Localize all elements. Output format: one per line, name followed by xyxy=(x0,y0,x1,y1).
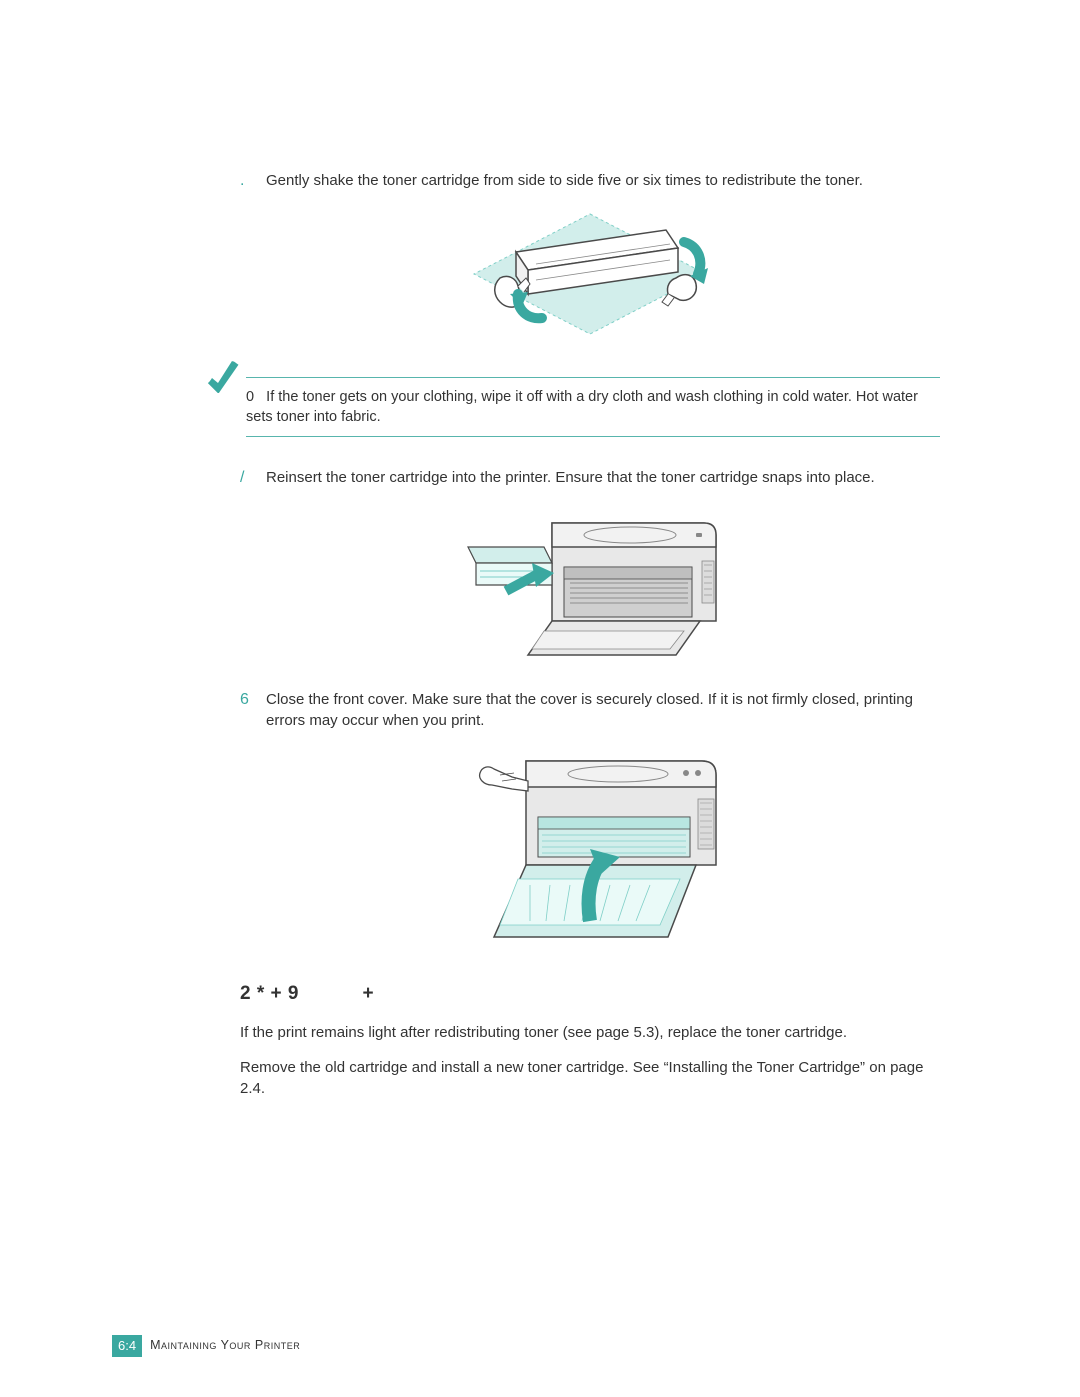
footer-title: Maintaining Your Printer xyxy=(150,1337,300,1355)
body-paragraph: If the print remains light after redistr… xyxy=(240,1022,940,1043)
close-cover-illustration xyxy=(440,745,740,945)
reinsert-illustration xyxy=(440,503,740,663)
body-paragraph: Remove the old cartridge and install a n… xyxy=(240,1057,940,1099)
step-number: / xyxy=(240,467,266,489)
step-text: Reinsert the toner cartridge into the pr… xyxy=(266,467,940,489)
note-callout: 0 If the toner gets on your clothing, wi… xyxy=(204,377,940,436)
hand-icon xyxy=(480,767,528,791)
note-text: If the toner gets on your clothing, wipe… xyxy=(246,389,918,425)
instruction-step: 6 Close the front cover. Make sure that … xyxy=(240,689,940,731)
note-label: 0 xyxy=(246,389,254,405)
figure-shake-cartridge xyxy=(240,206,940,357)
figure-close-cover xyxy=(240,745,940,951)
instruction-step: . Gently shake the toner cartridge from … xyxy=(240,170,940,192)
step-number: 6 xyxy=(240,689,266,731)
step-number: . xyxy=(240,170,266,192)
instruction-step: / Reinsert the toner cartridge into the … xyxy=(240,467,940,489)
figure-reinsert-cartridge xyxy=(240,503,940,669)
page-footer: 6:4 Maintaining Your Printer xyxy=(112,1335,300,1357)
checkmark-icon xyxy=(206,359,240,399)
step-text: Gently shake the toner cartridge from si… xyxy=(266,170,940,192)
shake-cartridge-illustration xyxy=(456,206,724,351)
page-number-badge: 6:4 xyxy=(112,1335,142,1357)
left-hand-icon xyxy=(495,277,530,308)
step-text: Close the front cover. Make sure that th… xyxy=(266,689,940,731)
document-page: . Gently shake the toner cartridge from … xyxy=(0,0,1080,1397)
section-heading: 2 * + 9 + xyxy=(240,981,940,1008)
